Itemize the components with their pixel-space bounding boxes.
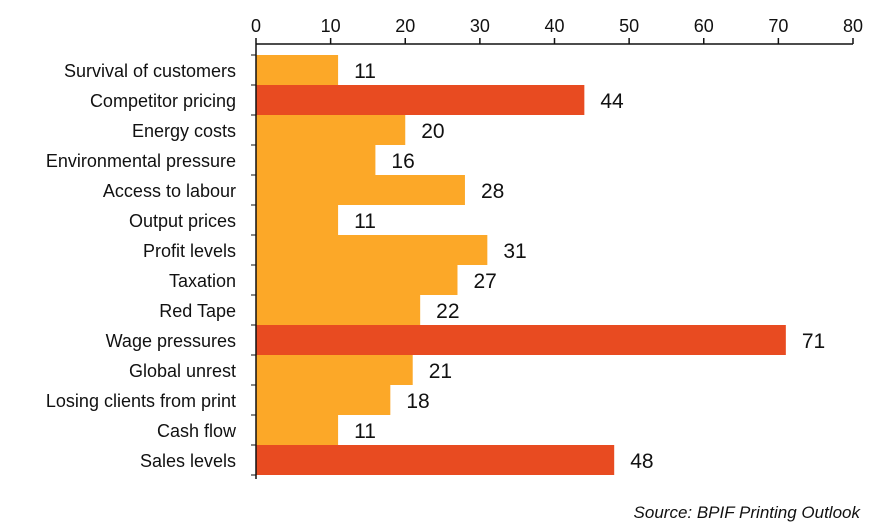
category-label: Competitor pricing [90,91,236,111]
bar-7 [256,265,458,295]
bar-3 [256,145,376,175]
category-label: Environmental pressure [46,151,236,171]
category-label: Sales levels [140,451,236,471]
category-label: Output prices [129,211,236,231]
value-label: 28 [481,180,504,203]
value-label: 11 [354,210,376,233]
bars-group [256,55,786,475]
category-label: Access to labour [103,181,236,201]
category-label: Profit levels [143,241,236,261]
bar-11 [256,385,391,415]
value-label: 44 [600,90,624,113]
category-label: Survival of customers [64,61,236,81]
x-tick-label: 20 [395,16,415,36]
value-label: 48 [630,450,653,473]
category-label: Taxation [169,271,236,291]
x-tick-label: 70 [768,16,788,36]
x-tick-label: 10 [321,16,341,36]
x-tick-label: 50 [619,16,639,36]
bar-4 [256,175,465,205]
value-label: 11 [354,420,376,443]
value-label: 21 [429,360,452,383]
value-label: 27 [473,270,496,293]
value-label: 11 [354,60,376,83]
x-axis: 0 10 20 30 40 50 60 70 80 [251,16,863,479]
bar-2 [256,115,406,145]
bar-0 [256,55,339,85]
value-label: 31 [503,240,526,263]
value-label: 16 [391,150,414,173]
source-note: Source: BPIF Printing Outlook [633,503,860,522]
category-label: Energy costs [132,121,236,141]
category-label: Red Tape [159,301,236,321]
category-label: Cash flow [157,421,237,441]
bar-12 [256,415,339,445]
category-label: Global unrest [129,361,236,381]
x-tick-label: 0 [251,16,261,36]
bar-6 [256,235,488,265]
bar-13 [256,445,615,475]
value-label: 71 [802,330,825,353]
value-label: 22 [436,300,459,323]
category-label: Wage pressures [106,331,236,351]
x-tick-label: 40 [544,16,564,36]
bar-8 [256,295,421,325]
value-label: 18 [406,390,429,413]
bar-9 [256,325,786,355]
category-label: Losing clients from print [46,391,236,411]
bar-1 [256,85,585,115]
x-tick-label: 80 [843,16,863,36]
value-label: 20 [421,120,444,143]
bar-5 [256,205,339,235]
x-tick-label: 60 [694,16,714,36]
x-tick-label: 30 [470,16,490,36]
bar-10 [256,355,413,385]
category-labels: Survival of customers Competitor pricing E… [46,61,237,471]
